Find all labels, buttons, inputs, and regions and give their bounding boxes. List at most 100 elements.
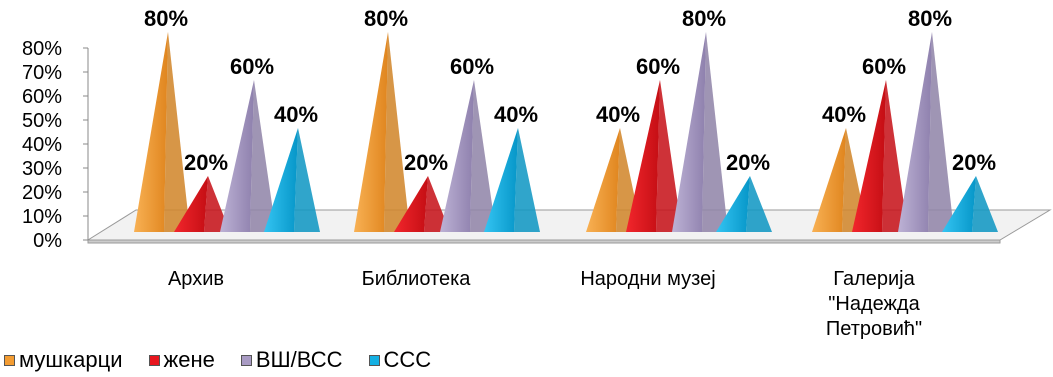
data-label: 60% bbox=[450, 54, 494, 79]
pyramid-shade bbox=[164, 32, 190, 232]
y-tick-label: 40% bbox=[22, 134, 62, 156]
legend-item: ССС bbox=[365, 347, 432, 373]
pyramid-bar bbox=[672, 32, 728, 232]
legend-label: мушкарци bbox=[19, 347, 123, 372]
pyramid-face-side bbox=[972, 176, 998, 232]
x-axis-categories: Архив Библиотека Народни музеј Галерија "Над… bbox=[168, 268, 922, 340]
pyramid-face-side bbox=[514, 128, 540, 232]
pyramid-face-side bbox=[470, 80, 496, 232]
pyramid-face-front bbox=[440, 80, 474, 232]
pyramid-bar bbox=[440, 80, 496, 232]
pyramid-face-side bbox=[656, 80, 682, 232]
pyramid-bar bbox=[898, 32, 954, 232]
pyramid-bar bbox=[484, 128, 540, 232]
legend-swatch bbox=[148, 354, 160, 366]
legend-item: ВШ/ВСС bbox=[237, 347, 343, 373]
data-label: 60% bbox=[230, 54, 274, 79]
data-label: 20% bbox=[952, 150, 996, 175]
pyramid-face-front bbox=[898, 32, 932, 232]
data-label: 80% bbox=[682, 6, 726, 31]
data-label: 60% bbox=[636, 54, 680, 79]
y-tick-label: 30% bbox=[22, 158, 62, 180]
pyramid-face-side bbox=[384, 32, 410, 232]
category-label: Библиотека bbox=[362, 268, 472, 290]
y-tick-label: 80% bbox=[22, 38, 62, 60]
pyramid-face-front bbox=[716, 176, 750, 232]
legend-item: жене bbox=[145, 347, 215, 373]
legend-swatch bbox=[368, 354, 380, 366]
pyramid-shade bbox=[470, 80, 496, 232]
pyramid-face-side bbox=[164, 32, 190, 232]
y-tick-label: 10% bbox=[22, 206, 62, 228]
pyramid-face-front bbox=[174, 176, 208, 232]
data-label: 60% bbox=[862, 54, 906, 79]
pyramid-face-front bbox=[852, 80, 886, 232]
pyramid-shade bbox=[928, 32, 954, 232]
pyramid-shade bbox=[882, 80, 908, 232]
floor-edge bbox=[87, 239, 1001, 244]
pyramid-face-front bbox=[484, 128, 518, 232]
pyramid-bar bbox=[220, 80, 276, 232]
pyramid-face-side bbox=[250, 80, 276, 232]
y-tick-label: 70% bbox=[22, 62, 62, 84]
data-label: 40% bbox=[822, 102, 866, 127]
data-label: 80% bbox=[144, 6, 188, 31]
y-axis: 0%10%20%30%40%50%60%70%80% bbox=[22, 38, 89, 252]
pyramid-shade bbox=[746, 176, 772, 232]
pyramid-shade bbox=[384, 32, 410, 232]
pyramid-shade bbox=[294, 128, 320, 232]
pyramid-face-front bbox=[354, 32, 388, 232]
category-label: Народни музеј bbox=[580, 268, 715, 290]
pyramid-face-front bbox=[626, 80, 660, 232]
data-label: 40% bbox=[596, 102, 640, 127]
pyramid-face-front bbox=[394, 176, 428, 232]
pyramid-shade bbox=[656, 80, 682, 232]
pyramid-bar bbox=[942, 176, 998, 232]
pyramid-bar bbox=[716, 176, 772, 232]
pyramid-bar bbox=[852, 80, 908, 232]
y-tick-label: 50% bbox=[22, 110, 62, 132]
data-labels: 80%20%60%40%80%20%60%40% 40%60%80%20%40%6… bbox=[144, 6, 996, 175]
pyramid-face-front bbox=[134, 32, 168, 232]
pyramid-shade bbox=[514, 128, 540, 232]
pyramid-bar bbox=[134, 32, 190, 232]
legend-label: ССС bbox=[383, 347, 432, 372]
pyramid-face-front bbox=[586, 128, 620, 232]
pyramid-bar bbox=[264, 128, 320, 232]
data-label: 80% bbox=[908, 6, 952, 31]
pyramid-face-front bbox=[812, 128, 846, 232]
chart-floor bbox=[86, 209, 1052, 244]
pyramid-face-front bbox=[942, 176, 976, 232]
data-label: 80% bbox=[364, 6, 408, 31]
data-label: 20% bbox=[184, 150, 228, 175]
bars bbox=[134, 32, 998, 232]
pyramid-shade bbox=[250, 80, 276, 232]
pyramid-shade bbox=[702, 32, 728, 232]
pyramid-bar bbox=[354, 32, 410, 232]
pyramid-face-front bbox=[220, 80, 254, 232]
pyramid-face-side bbox=[928, 32, 954, 232]
pyramid-face-side bbox=[746, 176, 772, 232]
data-label: 40% bbox=[274, 102, 318, 127]
legend-label: ВШ/ВСС bbox=[255, 347, 343, 372]
pyramid-face-side bbox=[294, 128, 320, 232]
legend-swatch bbox=[240, 354, 252, 366]
pyramid-face-side bbox=[702, 32, 728, 232]
pyramid-bar bbox=[626, 80, 682, 232]
y-tick-label: 60% bbox=[22, 86, 62, 108]
pyramid-face-side bbox=[882, 80, 908, 232]
category-label: Архив bbox=[168, 268, 224, 290]
category-label: Галерија "Надежда Петровић" bbox=[826, 268, 922, 340]
legend-item: мушкарци bbox=[0, 347, 123, 373]
data-label: 40% bbox=[494, 102, 538, 127]
legend-swatch bbox=[4, 354, 15, 366]
data-label: 20% bbox=[404, 150, 448, 175]
legend-label: жене bbox=[163, 347, 215, 372]
pyramid-face-front bbox=[672, 32, 706, 232]
pyramid-bar bbox=[812, 128, 868, 232]
data-label: 20% bbox=[726, 150, 770, 175]
chart: 0%10%20%30%40%50%60%70%80% 80%20%60%40%8… bbox=[22, 6, 1052, 340]
legend: мушкарци жене ВШ/ВСС ССС bbox=[0, 345, 453, 375]
pyramid-face-front bbox=[264, 128, 298, 232]
y-tick-label: 20% bbox=[22, 182, 62, 204]
